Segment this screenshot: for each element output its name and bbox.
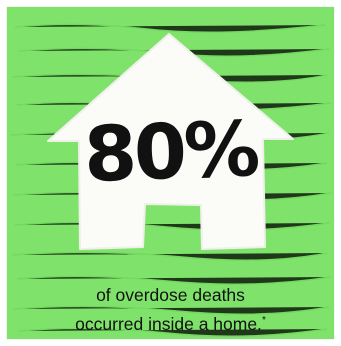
caption-text: of overdose deaths occurred inside a hom…: [7, 283, 334, 337]
caption-line-2-text: occurred inside a home.: [75, 314, 262, 334]
infographic-card: 80% of overdose deaths occurred inside a…: [7, 7, 334, 339]
percent-statistic: 80%: [82, 104, 259, 199]
caption-line-1: of overdose deaths: [96, 285, 245, 305]
footnote-asterisk: *: [261, 315, 266, 326]
caption-line-2: occurred inside a home.*: [7, 308, 334, 337]
house-icon: [47, 33, 294, 250]
house-illustration: [7, 7, 334, 339]
